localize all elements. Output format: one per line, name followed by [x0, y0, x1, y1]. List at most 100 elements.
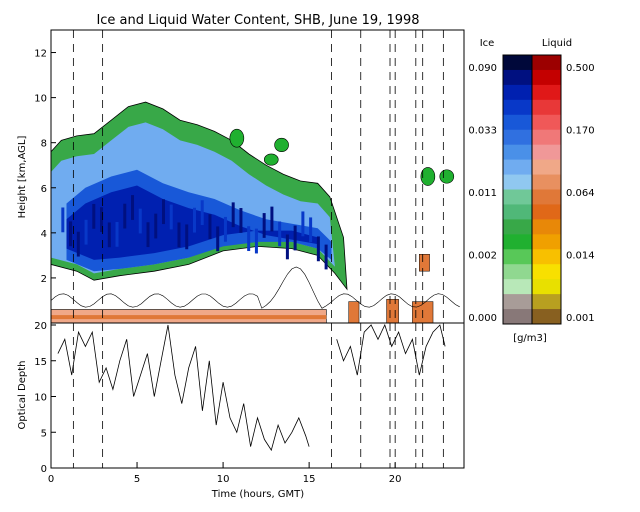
cloud-base-trace	[51, 266, 460, 309]
heatmap-y-label: Height [km,AGL]	[17, 136, 28, 219]
ice-streak	[285, 234, 289, 260]
ice-streak	[247, 226, 251, 252]
liquid-color-swatch	[532, 279, 561, 295]
optical-depth-ticks: 0 5 10 15 20 0 5 10 15 20	[34, 321, 401, 485]
plot-frame	[50, 29, 465, 469]
y-tick-label: 5	[41, 428, 47, 439]
dashed-markers-bottom	[72, 323, 444, 468]
liquid-color-swatch	[532, 144, 561, 161]
ice-color-swatch	[503, 204, 532, 220]
small-high-cloud	[229, 128, 245, 148]
ice-streak	[154, 213, 158, 239]
liquid-color-swatch	[532, 294, 561, 310]
ice-streak	[301, 211, 305, 237]
liquid-colorbar-frame	[531, 54, 562, 325]
ice-color-swatch	[503, 189, 532, 205]
y-tick-label: 4	[41, 229, 47, 240]
ice-streak	[278, 221, 282, 247]
small-high-cloud	[274, 137, 289, 153]
y-tick-label: 12	[34, 49, 47, 60]
ice-streak	[223, 216, 227, 242]
liquid-layer-core	[51, 315, 327, 320]
ice-streak	[231, 202, 235, 228]
liquid-color-swatch	[532, 129, 561, 146]
liquid-color-swatch	[532, 69, 561, 86]
ice-streak	[309, 217, 313, 243]
ice-color-swatch	[503, 174, 532, 190]
heatmap-y-ticks: 2 4 6 8 10 12	[34, 49, 56, 285]
liquid-color-swatch	[532, 204, 561, 220]
optical-depth-y-label: Optical Depth	[17, 361, 28, 430]
ice-color-swatch	[503, 279, 532, 295]
liquid-color-swatch	[532, 99, 561, 116]
small-high-cloud	[439, 169, 455, 184]
ice-streak	[239, 208, 243, 233]
ice-color-swatch	[503, 144, 532, 161]
y-tick-label: 0	[41, 464, 47, 475]
ice-color-swatch	[503, 159, 532, 176]
ice-streak	[254, 228, 258, 254]
liquid-color-swatch	[532, 219, 561, 235]
small-high-cloud	[263, 153, 279, 166]
ice-tick-label: 0.033	[468, 126, 497, 137]
ice-streak	[76, 231, 80, 257]
liquid-patch	[386, 299, 399, 323]
ice-streak	[131, 195, 135, 220]
liquid-color-swatch	[532, 234, 561, 250]
optical-depth-series-1	[57, 324, 310, 452]
liquid-patch	[348, 301, 360, 323]
ice-streak	[208, 214, 212, 240]
ice-tick-label: 0.002	[468, 251, 497, 262]
liquid-tick-label: 0.064	[566, 188, 595, 199]
liquid-patch	[419, 254, 430, 272]
x-tick-label: 15	[303, 474, 316, 485]
liquid-color-swatch	[532, 189, 561, 205]
ice-streak	[92, 203, 96, 229]
optical-depth-panel: 0 5 10 15 20 0 5 10 15 20 Optical Depth Time (hou…	[17, 321, 446, 500]
ice-streak	[100, 207, 104, 233]
ice-tick-label: 0.090	[468, 63, 497, 74]
ice-tick-label: 0.011	[468, 188, 497, 199]
ice-streak	[107, 222, 111, 248]
optical-depth-lines	[57, 323, 446, 452]
ice-streak	[192, 207, 196, 233]
x-tick-label: 10	[217, 474, 230, 485]
small-high-cloud	[420, 167, 436, 186]
ice-streak	[69, 221, 73, 247]
colorbar-tick-labels: 0.090 0.033 0.011 0.002 0.000 0.500 0.170 0.064…	[468, 63, 594, 324]
ice-streak	[324, 244, 328, 270]
x-tick-label: 20	[389, 474, 402, 485]
y-tick-label: 8	[41, 139, 47, 150]
ice-streak	[216, 226, 220, 252]
x-tick-label: 0	[48, 474, 54, 485]
ice-streak	[293, 225, 297, 251]
ice-color-swatch	[503, 84, 532, 101]
ice-color-swatch	[503, 129, 532, 146]
ice-color-swatch	[503, 294, 532, 310]
ice-color-swatch	[503, 249, 532, 265]
ice-streak	[61, 207, 65, 233]
ice-streak	[316, 236, 320, 262]
ice-color-swatch	[503, 114, 532, 131]
liquid-tick-label: 0.170	[566, 126, 595, 137]
y-tick-label: 15	[34, 357, 47, 368]
heatmap-panel: 2 4 6 8 10 12 Height [km,AGL]	[17, 30, 460, 323]
x-tick-label: 5	[134, 474, 140, 485]
ice-streak	[123, 203, 127, 229]
chart-title: Ice and Liquid Water Content, SHB, June …	[96, 13, 419, 28]
liquid-color-swatch	[532, 55, 561, 71]
ice-streak	[200, 200, 204, 226]
colorbar-legend: Ice Liquid 0.090 0.033 0.011 0.002 0.000 0.50…	[468, 38, 594, 344]
liquid-color-swatch	[532, 114, 561, 131]
liquid-color-swatch	[532, 84, 561, 101]
ice-streak	[177, 222, 181, 248]
liquid-color-swatch	[532, 309, 561, 325]
ice-streak	[185, 224, 189, 250]
y-tick-label: 10	[34, 94, 47, 105]
ice-color-swatch	[503, 69, 532, 86]
liquid-color-swatch	[532, 249, 561, 265]
x-axis-label: Time (hours, GMT)	[211, 489, 305, 500]
ice-streak	[161, 199, 165, 225]
ice-colorbar-label: Ice	[480, 38, 495, 49]
